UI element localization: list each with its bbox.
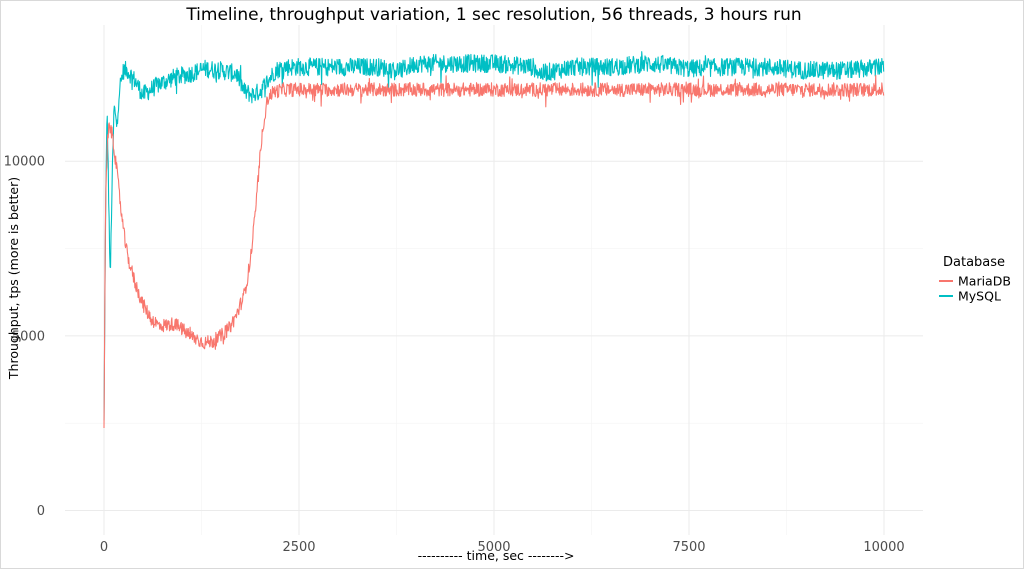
- y-tick-label: 0: [37, 504, 45, 519]
- x-tick-label: 7500: [672, 540, 705, 555]
- x-tick-label: 5000: [477, 540, 510, 555]
- series-layer: [103, 51, 885, 429]
- y-axis-title: Throughput, tps (more is better): [6, 177, 21, 380]
- legend: Database MariaDB MySQL: [939, 255, 1011, 304]
- x-tick-label: 2500: [282, 540, 315, 555]
- x-axis-ticks: 0 2500 5000 7500 10000: [100, 540, 905, 555]
- y-tick-label: 10000: [4, 155, 45, 170]
- y-tick-label: 5000: [12, 329, 45, 344]
- legend-label-mariadb: MariaDB: [958, 274, 1011, 289]
- x-tick-label: 0: [100, 540, 108, 555]
- legend-label-mysql: MySQL: [958, 289, 1001, 304]
- mysql-line: [103, 51, 885, 421]
- x-tick-label: 10000: [863, 540, 904, 555]
- chart-title: Timeline, throughput variation, 1 sec re…: [185, 5, 801, 25]
- x-axis-title: ---------- time, sec -------->: [418, 548, 575, 563]
- y-axis-ticks: 0 5000 10000: [4, 155, 45, 519]
- legend-title: Database: [943, 255, 1005, 270]
- mariadb-line: [103, 74, 885, 429]
